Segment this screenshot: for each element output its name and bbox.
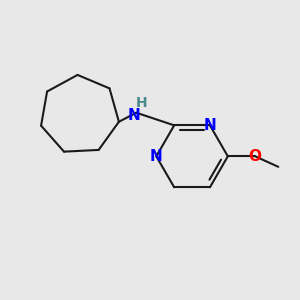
Text: N: N bbox=[150, 149, 163, 164]
Text: H: H bbox=[136, 97, 147, 110]
Text: N: N bbox=[128, 108, 141, 123]
Text: O: O bbox=[249, 149, 262, 164]
Text: N: N bbox=[204, 118, 216, 133]
